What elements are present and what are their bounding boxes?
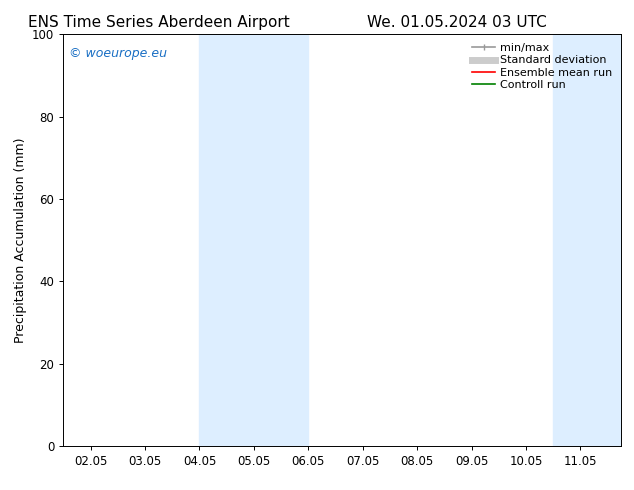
Bar bbox=[553, 34, 621, 446]
Text: We. 01.05.2024 03 UTC: We. 01.05.2024 03 UTC bbox=[366, 15, 547, 30]
Text: ENS Time Series Aberdeen Airport: ENS Time Series Aberdeen Airport bbox=[28, 15, 289, 30]
Text: © woeurope.eu: © woeurope.eu bbox=[69, 47, 167, 60]
Y-axis label: Precipitation Accumulation (mm): Precipitation Accumulation (mm) bbox=[13, 137, 27, 343]
Legend: min/max, Standard deviation, Ensemble mean run, Controll run: min/max, Standard deviation, Ensemble me… bbox=[469, 40, 616, 93]
Bar bbox=[200, 34, 308, 446]
